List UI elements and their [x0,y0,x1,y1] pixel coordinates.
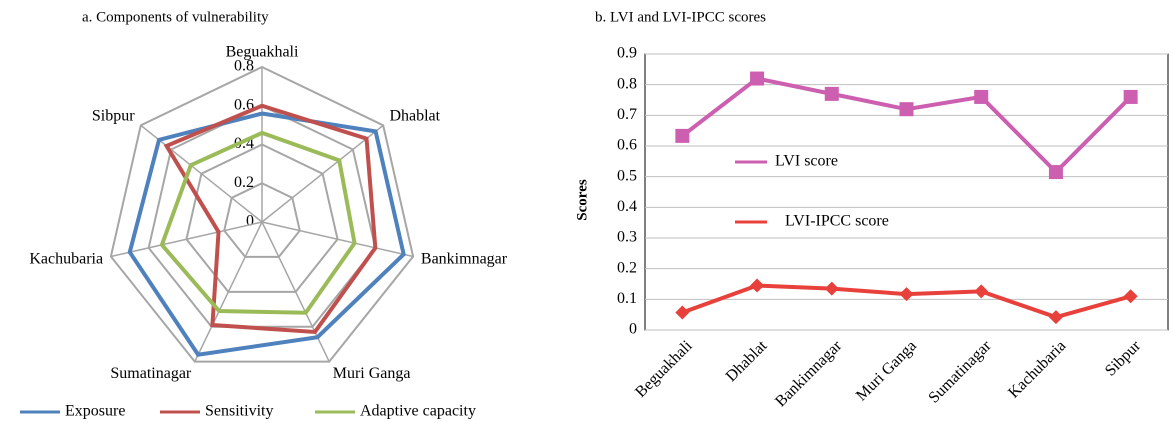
marker [675,128,690,143]
y-tick-label: 0 [629,321,637,338]
category-label: Sibpur [92,107,135,124]
y-tick-label: 0.3 [617,229,637,246]
y-tick-label: 0.2 [617,259,637,276]
category-label: Muri Ganga [333,365,411,382]
y-tick-label: 0.4 [617,198,637,215]
marker [1048,165,1063,180]
category-label: Dhablat [389,107,440,124]
marker [824,281,839,296]
x-tick-label: Kachubaria [1005,337,1069,401]
y-tick-label: 0.5 [617,167,637,184]
marker [1123,289,1138,304]
category-label: Kachubaria [29,250,103,267]
r-tick-label: 0.2 [234,174,254,191]
marker [675,305,690,320]
x-tick-label: Muri Ganga [853,337,920,404]
x-tick-label: Sumatinagar [925,337,995,407]
marker [1048,310,1063,325]
legend-label: Exposure [65,403,125,420]
legend-label: LVI-IPCC score [785,213,889,230]
r-tick-label: 0.8 [234,58,254,75]
category-label: Beguakhali [226,44,299,61]
x-tick-label: Dhablat [723,337,771,385]
r-tick-label: 0 [246,213,254,230]
y-axis-label: Scores [574,179,590,221]
spoke [261,124,384,223]
spoke [194,221,263,362]
marker [974,284,989,299]
marker [750,71,765,86]
x-tick-label: Sibpur [1102,337,1145,380]
spoke [110,221,263,258]
y-tick-label: 0.8 [617,75,637,92]
grid-ring [223,182,301,258]
line-title: b. LVI and LVI-IPCC scores [595,9,766,25]
y-tick-label: 0.7 [617,106,637,123]
category-label: Bankimnagar [421,250,508,267]
marker [1123,89,1138,104]
marker [899,287,914,302]
y-tick-label: 0.9 [617,45,637,62]
series-polygon [163,103,378,335]
category-label: Sumatinagar [110,365,192,382]
x-tick-label: Beguakhali [632,337,696,401]
grid-ring [185,143,339,293]
marker [974,89,989,104]
series-line [681,76,1133,175]
x-tick-label: Bankimnagar [772,337,845,410]
y-tick-label: 0.6 [617,137,637,154]
y-tick-label: 0.1 [617,290,637,307]
grid-ring [109,65,415,363]
marker [750,278,765,293]
legend-label: Adaptive capacity [360,403,476,420]
series-polygon [127,111,406,357]
series-polygon [159,130,357,315]
legend-label: LVI score [775,153,838,170]
spoke [261,221,414,258]
spoke [140,124,263,223]
legend-label: Sensitivity [205,403,273,420]
marker [824,86,839,101]
marker [899,102,914,117]
radar-title: a. Components of vulnerability [82,9,269,25]
